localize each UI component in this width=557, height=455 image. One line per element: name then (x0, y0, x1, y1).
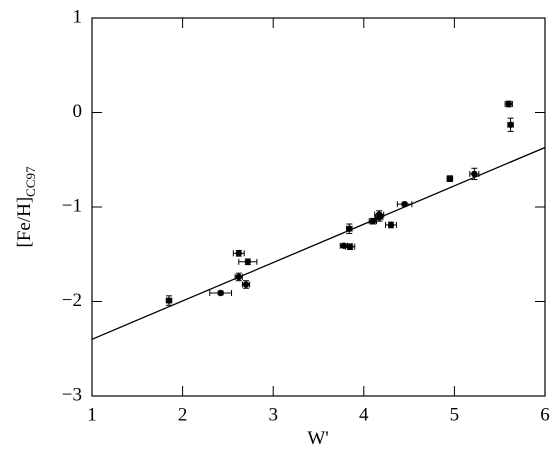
y-axis-label: [Fe/H]CC97 (14, 166, 38, 247)
point (507, 121, 514, 128)
fit-line (91, 146, 546, 340)
point (387, 221, 395, 229)
point (346, 225, 353, 232)
x-tick-label: 6 (540, 404, 550, 425)
y-tick-label: −1 (62, 195, 82, 216)
point (401, 200, 408, 208)
point (446, 175, 454, 182)
point (235, 250, 242, 257)
x-tick-label: 2 (178, 404, 188, 425)
point (242, 281, 250, 288)
y-axis-label-main: [Fe/H] (14, 197, 35, 248)
plot-frame (91, 17, 546, 397)
x-tick-label: 5 (450, 404, 460, 425)
y-axis-label-sub: CC97 (23, 166, 38, 197)
y-tick-label: −3 (62, 384, 82, 405)
point (376, 214, 383, 221)
x-tick-label: 4 (359, 404, 369, 425)
y-tick-label: −2 (62, 290, 82, 311)
x-tick-label: 3 (268, 404, 278, 425)
y-tick-label: 1 (73, 6, 83, 27)
point (165, 297, 173, 304)
point (244, 258, 252, 266)
y-tick-label: 0 (73, 101, 83, 122)
point (505, 100, 512, 108)
x-tick-label: 1 (87, 404, 97, 425)
point (471, 170, 478, 178)
point (235, 273, 242, 281)
point (369, 217, 377, 225)
point (347, 243, 354, 250)
x-axis-label: W' (307, 428, 328, 449)
point (217, 289, 224, 297)
